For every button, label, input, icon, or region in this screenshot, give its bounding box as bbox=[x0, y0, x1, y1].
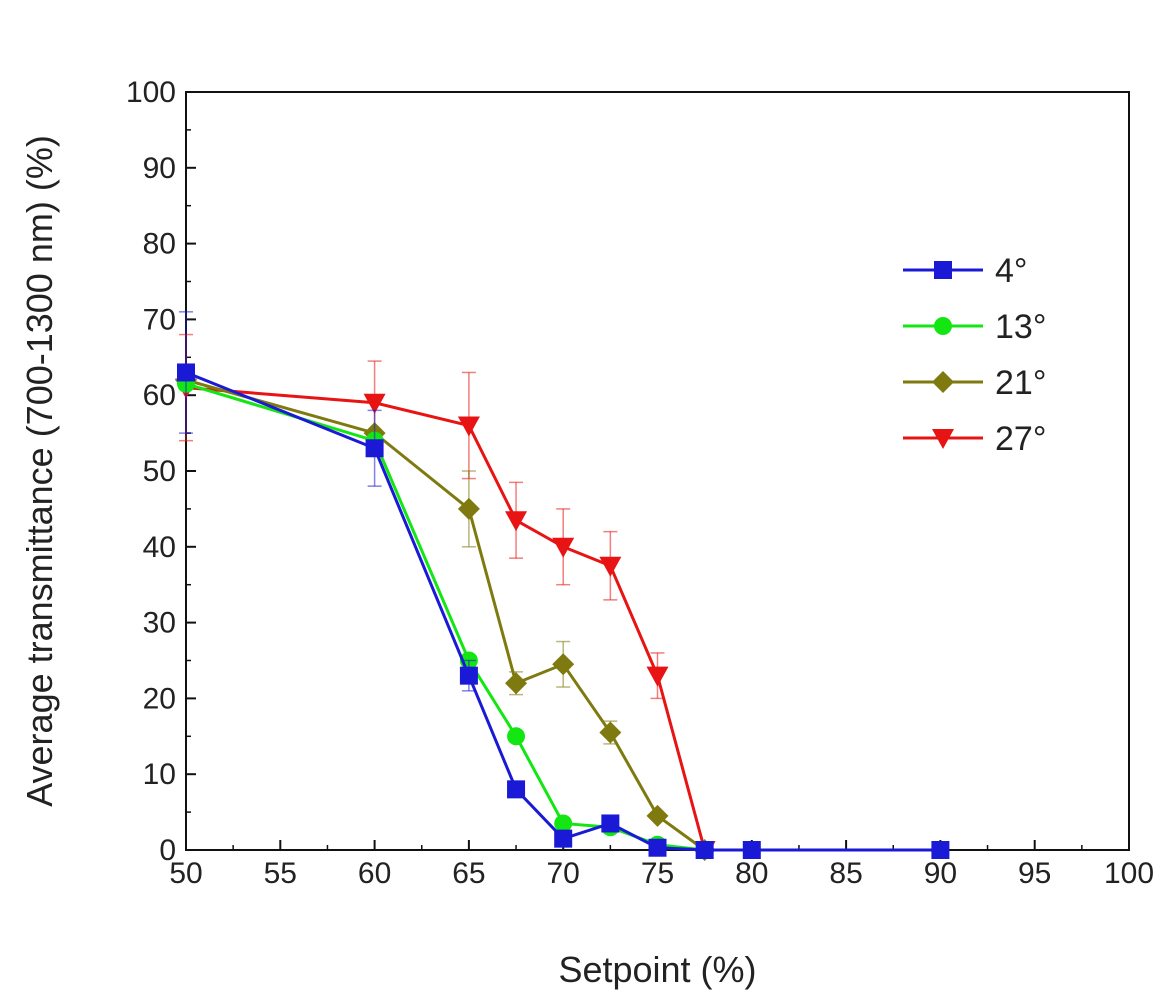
y-tick-label: 60 bbox=[143, 379, 176, 412]
axis-ticks: 50 55 60 65 70 75 80 85 90 95 100 0 10 20 30 40 50 60 70 80… bbox=[126, 76, 1154, 890]
data-point bbox=[457, 416, 480, 437]
legend-marker bbox=[934, 261, 952, 279]
y-tick-label: 100 bbox=[126, 76, 176, 109]
legend-label: 4° bbox=[995, 252, 1028, 290]
x-tick-label: 55 bbox=[264, 857, 297, 890]
series-3 bbox=[175, 333, 716, 861]
data-point bbox=[552, 537, 575, 558]
data-point bbox=[648, 838, 667, 857]
y-tick-label: 70 bbox=[143, 303, 176, 336]
series-line bbox=[185, 378, 706, 852]
legend-marker bbox=[934, 317, 952, 335]
x-tick-label: 100 bbox=[1104, 857, 1154, 890]
x-tick-label: 75 bbox=[641, 857, 674, 890]
x-tick-label: 65 bbox=[452, 857, 485, 890]
data-point bbox=[554, 829, 573, 848]
x-tick-label: 60 bbox=[358, 857, 391, 890]
legend-label: 21° bbox=[995, 364, 1046, 402]
series-line bbox=[185, 386, 707, 851]
legend-item: 21° bbox=[903, 364, 1046, 402]
data-point bbox=[507, 727, 526, 746]
data-point bbox=[599, 556, 622, 577]
data-point bbox=[363, 393, 386, 414]
data-point bbox=[646, 804, 669, 827]
legend: 4° 13° 21° 27° bbox=[903, 252, 1046, 458]
x-tick-label: 80 bbox=[735, 857, 768, 890]
data-point bbox=[601, 814, 620, 833]
data-point bbox=[365, 439, 384, 458]
y-tick-label: 10 bbox=[143, 758, 176, 791]
data-point bbox=[177, 363, 195, 382]
y-tick-label: 50 bbox=[143, 455, 176, 488]
legend-item: 4° bbox=[903, 252, 1028, 290]
y-axis-title: Average transmittance (700-1300 nm) (%) bbox=[19, 135, 60, 807]
data-point bbox=[505, 672, 528, 695]
legend-label: 27° bbox=[995, 420, 1046, 458]
plot-frame bbox=[185, 91, 1130, 851]
y-tick-label: 0 bbox=[159, 834, 176, 867]
x-tick-label: 85 bbox=[829, 857, 862, 890]
legend-item: 27° bbox=[903, 420, 1046, 458]
data-point bbox=[554, 814, 573, 833]
data-point bbox=[552, 653, 575, 676]
y-tick-label: 30 bbox=[143, 607, 176, 640]
series-line bbox=[185, 371, 941, 852]
data-point bbox=[742, 841, 761, 859]
y-tick-label: 20 bbox=[143, 682, 176, 715]
data-point bbox=[505, 511, 528, 532]
legend-marker bbox=[932, 371, 954, 393]
legend-marker bbox=[932, 429, 954, 449]
series-layer bbox=[175, 311, 950, 861]
data-point bbox=[457, 497, 480, 520]
data-point bbox=[695, 841, 714, 859]
x-tick-label: 90 bbox=[924, 857, 957, 890]
data-point bbox=[646, 666, 669, 687]
plot-border bbox=[185, 91, 1130, 851]
x-tick-label: 50 bbox=[169, 857, 202, 890]
data-point bbox=[599, 721, 622, 744]
data-point bbox=[507, 780, 526, 799]
legend-label: 13° bbox=[995, 308, 1046, 346]
x-tick-label: 70 bbox=[547, 857, 580, 890]
x-axis-title: Setpoint (%) bbox=[558, 949, 756, 990]
y-tick-label: 80 bbox=[143, 228, 176, 261]
y-tick-label: 40 bbox=[143, 531, 176, 564]
x-tick-label: 95 bbox=[1018, 857, 1051, 890]
legend-item: 13° bbox=[903, 308, 1046, 346]
series-0 bbox=[177, 311, 950, 859]
data-point bbox=[931, 841, 950, 859]
y-tick-label: 90 bbox=[143, 152, 176, 185]
data-point bbox=[459, 666, 478, 685]
